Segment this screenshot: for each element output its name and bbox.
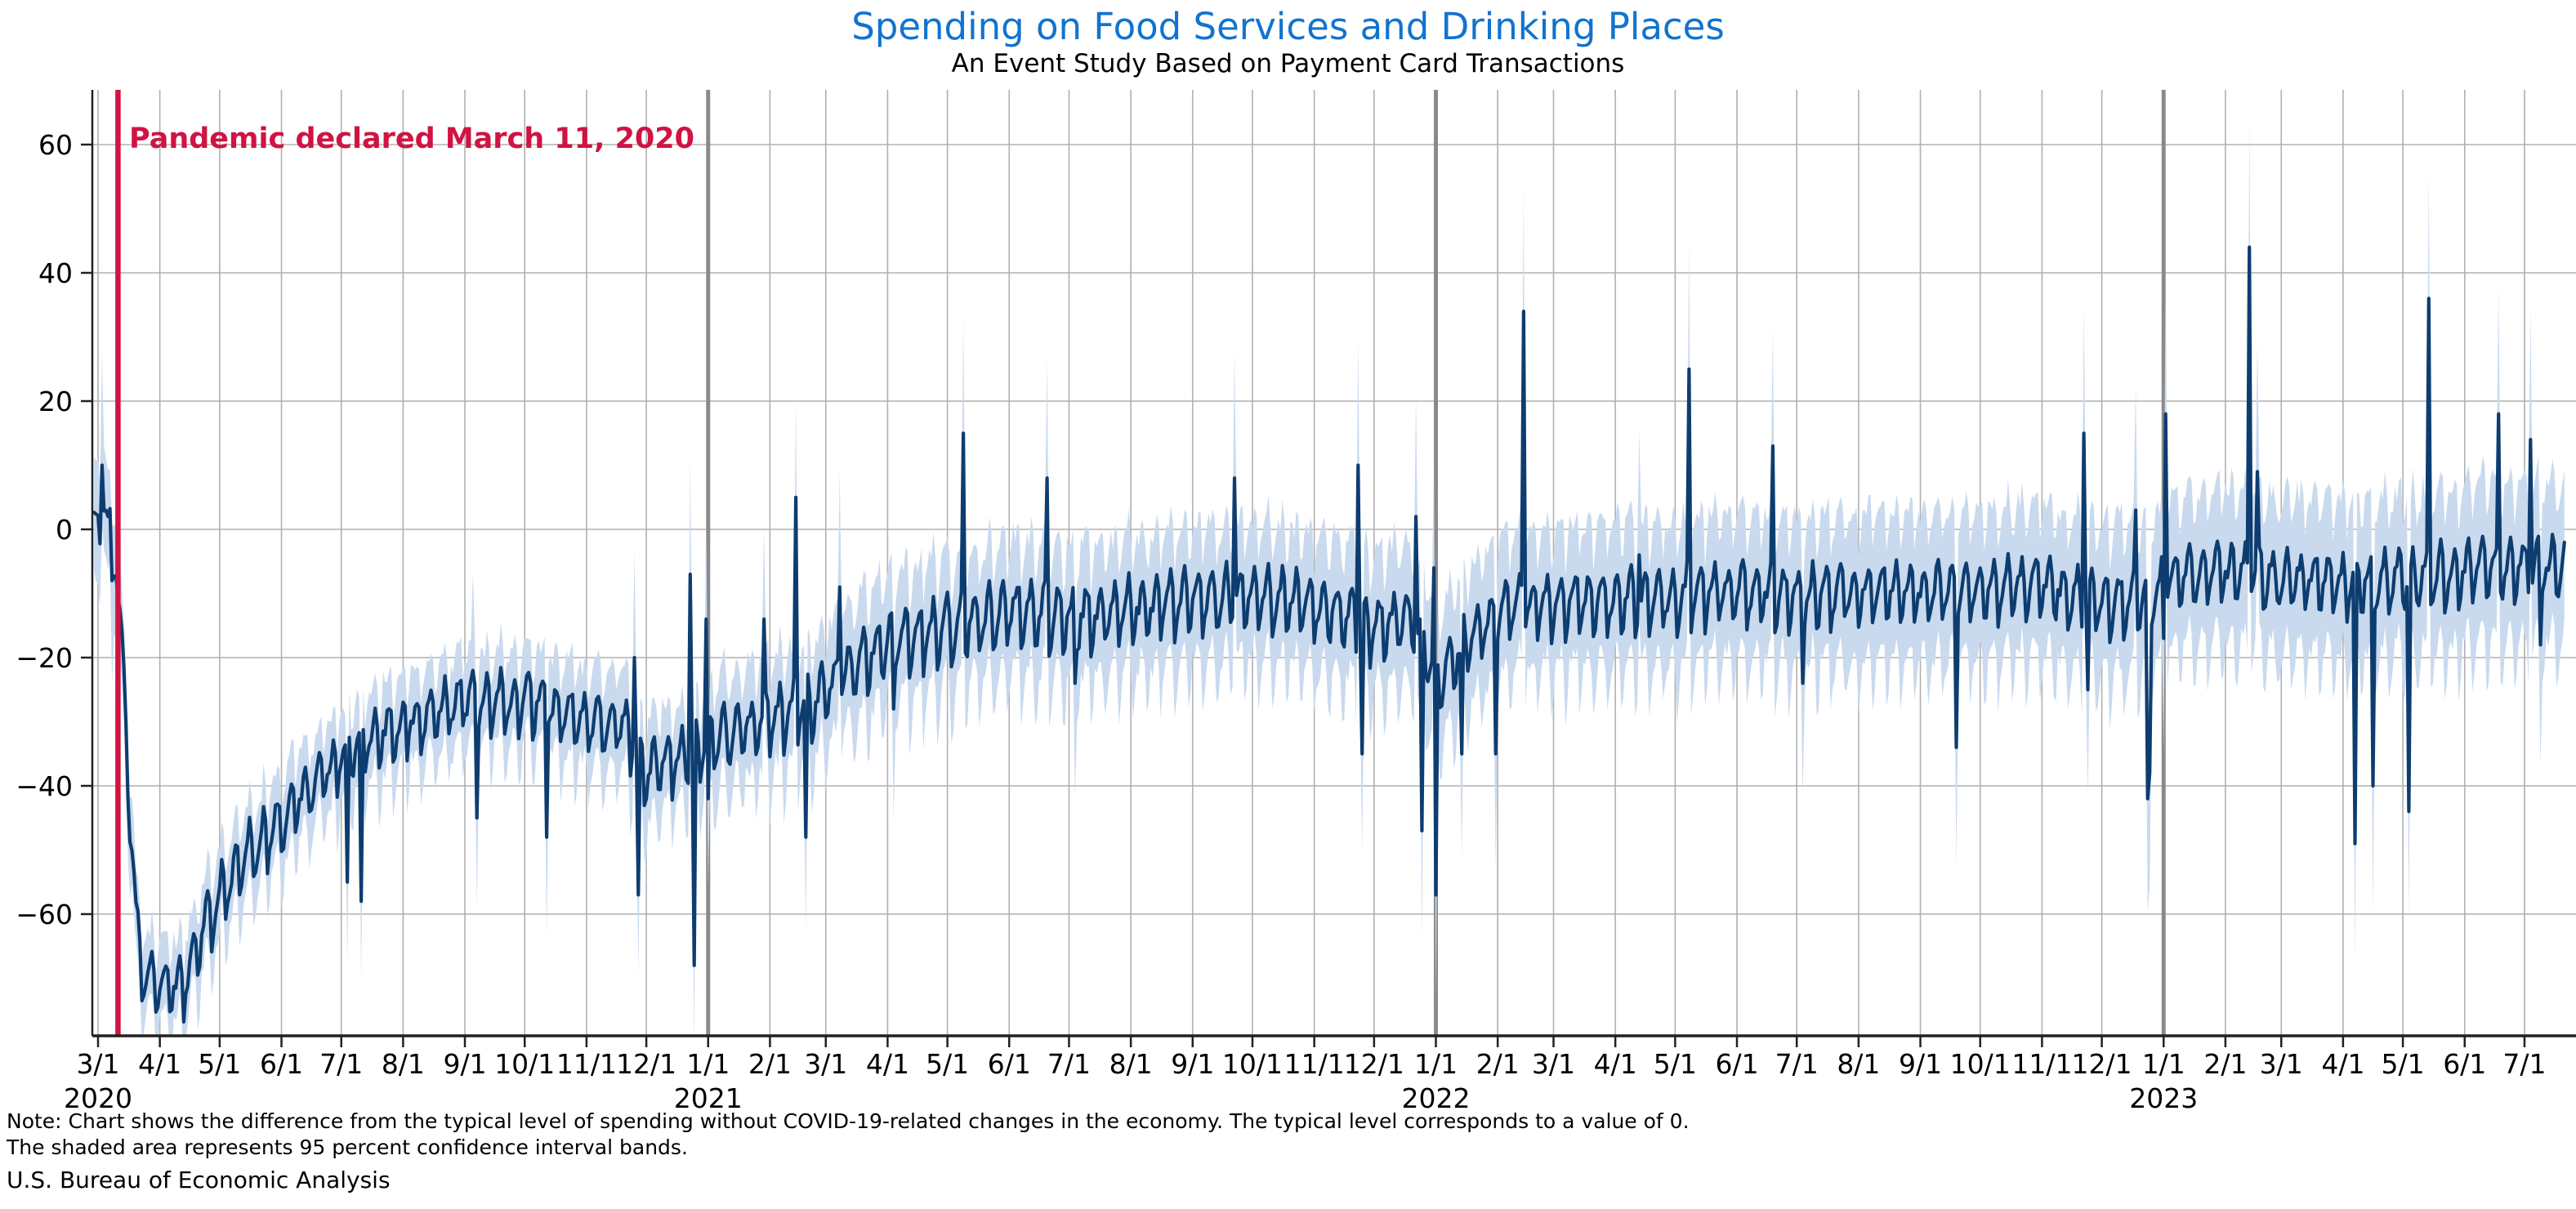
x-tick-label: 1/1 bbox=[686, 1048, 730, 1080]
x-tick-label: 7/1 bbox=[319, 1048, 363, 1080]
x-tick-label: 4/1 bbox=[2321, 1048, 2364, 1080]
x-tick-label: 3/1 bbox=[1532, 1048, 1575, 1080]
x-tick-label: 9/1 bbox=[1899, 1048, 1942, 1080]
x-tick-label: 1/1 bbox=[2142, 1048, 2185, 1080]
x-tick-label: 3/1 bbox=[76, 1048, 119, 1080]
y-tick-label: 20 bbox=[38, 386, 73, 417]
x-tick-label: 11/1 bbox=[556, 1048, 617, 1080]
page-subtitle: An Event Study Based on Payment Card Tra… bbox=[951, 49, 1625, 78]
x-tick-label: 6/1 bbox=[988, 1048, 1031, 1080]
x-tick-label: 12/1 bbox=[616, 1048, 676, 1080]
y-tick-label: 0 bbox=[56, 514, 73, 546]
x-tick-label: 7/1 bbox=[1775, 1048, 1819, 1080]
x-tick-label: 2/1 bbox=[1476, 1048, 1520, 1080]
year-label: 2020 bbox=[64, 1082, 132, 1114]
chart-note-line2: The shaded area represents 95 percent co… bbox=[7, 1135, 688, 1159]
source-attribution: U.S. Bureau of Economic Analysis bbox=[7, 1167, 391, 1193]
x-tick-label: 6/1 bbox=[260, 1048, 303, 1080]
x-tick-label: 3/1 bbox=[804, 1048, 847, 1080]
x-axis-ticks-and-labels: 3/1 4/1 5/1 6/1 7/1 8/1 9/1 10/1 11/1 12/1 1/1 2/1 3… bbox=[64, 1036, 2547, 1114]
x-tick-label: 11/1 bbox=[1284, 1048, 1345, 1080]
x-tick-label: 4/1 bbox=[138, 1048, 181, 1080]
page-title: Spending on Food Services and Drinking P… bbox=[851, 5, 1725, 48]
x-tick-label: 10/1 bbox=[1222, 1048, 1283, 1080]
x-tick-label: 2/1 bbox=[748, 1048, 792, 1080]
x-tick-label: 10/1 bbox=[1950, 1048, 2011, 1080]
x-tick-label: 4/1 bbox=[866, 1048, 909, 1080]
x-tick-label: 9/1 bbox=[1171, 1048, 1214, 1080]
x-tick-label: 5/1 bbox=[198, 1048, 241, 1080]
chart-note-line1: Note: Chart shows the difference from th… bbox=[7, 1109, 1690, 1133]
x-tick-label: 11/1 bbox=[2011, 1048, 2072, 1080]
x-tick-label: 5/1 bbox=[1654, 1048, 1697, 1080]
x-tick-label: 6/1 bbox=[1715, 1048, 1758, 1080]
confidence-band bbox=[94, 117, 2565, 1036]
x-tick-label: 1/1 bbox=[1414, 1048, 1458, 1080]
x-tick-label: 5/1 bbox=[926, 1048, 969, 1080]
x-tick-label: 2/1 bbox=[2203, 1048, 2247, 1080]
y-axis-ticks-and-labels: 60 40 20 0 −20 −40 −60 bbox=[16, 129, 92, 930]
pandemic-declared-annotation: Pandemic declared March 11, 2020 bbox=[129, 123, 694, 155]
y-tick-label: 60 bbox=[38, 129, 73, 161]
y-tick-label: −60 bbox=[16, 899, 73, 930]
y-tick-label: −20 bbox=[16, 642, 73, 674]
x-tick-label: 12/1 bbox=[2072, 1048, 2132, 1080]
y-tick-label: 40 bbox=[38, 257, 73, 289]
x-tick-label: 8/1 bbox=[1109, 1048, 1153, 1080]
x-tick-label: 6/1 bbox=[2443, 1048, 2486, 1080]
year-label: 2022 bbox=[1402, 1082, 1471, 1114]
y-tick-label: −40 bbox=[16, 770, 73, 802]
x-tick-label: 8/1 bbox=[1837, 1048, 1880, 1080]
x-tick-label: 3/1 bbox=[2260, 1048, 2303, 1080]
x-tick-label: 5/1 bbox=[2382, 1048, 2425, 1080]
x-tick-label: 8/1 bbox=[382, 1048, 425, 1080]
x-tick-label: 7/1 bbox=[1047, 1048, 1091, 1080]
year-label: 2023 bbox=[2129, 1082, 2198, 1114]
x-tick-label: 12/1 bbox=[1344, 1048, 1404, 1080]
year-label: 2021 bbox=[674, 1082, 743, 1114]
x-tick-label: 9/1 bbox=[443, 1048, 486, 1080]
spending-series-line bbox=[92, 245, 2566, 1024]
x-tick-label: 4/1 bbox=[1594, 1048, 1637, 1080]
x-tick-label: 10/1 bbox=[494, 1048, 555, 1080]
x-tick-label: 7/1 bbox=[2502, 1048, 2546, 1080]
